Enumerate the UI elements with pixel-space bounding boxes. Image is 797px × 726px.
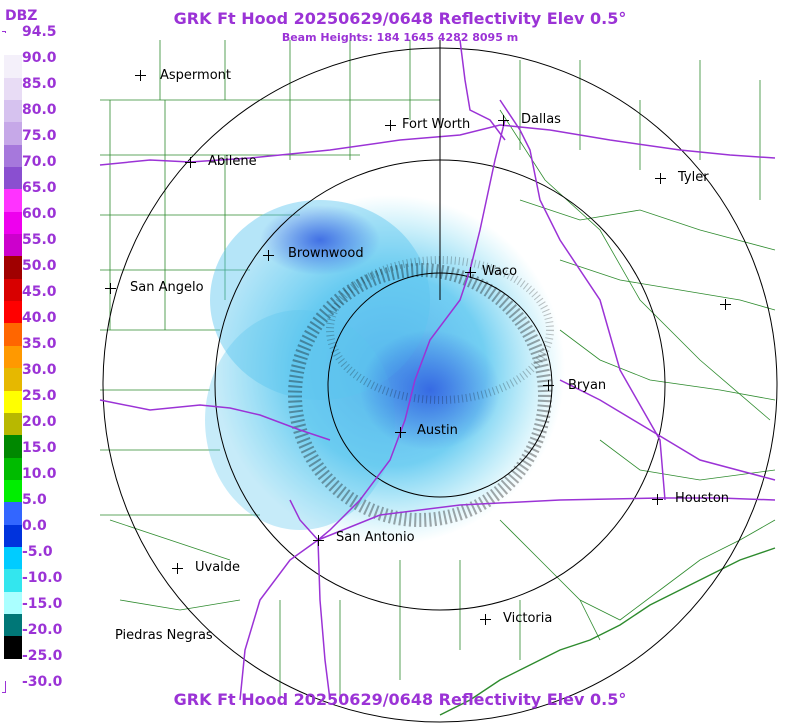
dbz-colorbar: DBZ 94.5 90.0 85.0 80.0 75.0 70.0 65.0 60.0 55.0… — [0, 0, 100, 726]
colorbar-swatch — [4, 636, 22, 660]
colorbar-tick-label: 70.0 — [22, 154, 57, 170]
highways — [99, 39, 776, 701]
city-marker — [720, 299, 731, 310]
colorbar-swatch — [4, 234, 22, 257]
colorbar-tick-label: 10.0 — [22, 466, 57, 482]
city-marker — [135, 70, 146, 81]
colorbar-tick-label: -30.0 — [22, 674, 63, 690]
colorbar-swatch — [4, 524, 22, 548]
city-marker — [395, 427, 406, 438]
colorbar-swatch — [4, 658, 22, 682]
city-label: Fort Worth — [402, 117, 471, 132]
colorbar-tick-label: 5.0 — [22, 492, 47, 508]
colorbar-swatch — [4, 122, 22, 146]
colorbar-swatch — [4, 77, 22, 101]
colorbar-swatch — [4, 412, 22, 436]
city-marker — [498, 115, 509, 126]
city-marker — [185, 157, 196, 168]
city-marker — [543, 380, 554, 391]
city-label: Abilene — [208, 154, 257, 169]
gulf-coastline — [439, 547, 776, 716]
colorbar-swatch — [4, 368, 22, 392]
colorbar-swatch — [4, 569, 22, 593]
colorbar-swatch — [4, 390, 22, 414]
city-label: Piedras Negras — [115, 628, 213, 643]
city-marker — [313, 535, 324, 546]
city-label: Houston — [675, 491, 730, 506]
colorbar-swatch — [4, 435, 22, 459]
city-marker — [385, 120, 396, 131]
colorbar-swatch — [4, 457, 22, 481]
colorbar-tick-label: 20.0 — [22, 414, 57, 430]
city-label: Austin — [417, 423, 458, 438]
city-label: Brownwood — [288, 246, 364, 261]
colorbar-tick-label: -25.0 — [22, 648, 63, 664]
colorbar-tick-label: -10.0 — [22, 570, 63, 586]
colorbar-tick-label: -15.0 — [22, 596, 63, 612]
city-label: Waco — [482, 264, 518, 279]
city-label: Dallas — [521, 112, 561, 127]
city-label: Victoria — [503, 611, 553, 626]
city-marker — [105, 283, 116, 294]
colorbar-tick-label: 50.0 — [22, 258, 57, 274]
city-marker — [263, 250, 274, 261]
colorbar-tick-label: 75.0 — [22, 128, 57, 144]
colorbar-tick-label: 25.0 — [22, 388, 57, 404]
city-label: San Angelo — [130, 280, 204, 295]
colorbar-swatch — [4, 502, 22, 526]
colorbar-swatch — [4, 167, 22, 190]
colorbar-tick-label: 94.5 — [22, 24, 57, 40]
colorbar-swatch — [4, 546, 22, 570]
city-label: Uvalde — [195, 560, 241, 575]
colorbar-swatch — [4, 591, 22, 615]
colorbar-swatch — [4, 189, 22, 213]
colorbar-tick-label: 15.0 — [22, 440, 57, 456]
city-label: San Antonio — [336, 530, 415, 545]
colorbar-swatch — [4, 613, 22, 637]
colorbar-swatch — [4, 55, 22, 79]
colorbar-tick-label: 80.0 — [22, 102, 57, 118]
colorbar-tick-label: 85.0 — [22, 76, 57, 92]
colorbar-swatch — [4, 301, 22, 324]
colorbar-swatch — [4, 345, 22, 369]
colorbar-tick-label: 0.0 — [22, 518, 47, 534]
colorbar-swatch — [4, 33, 22, 56]
colorbar-swatch — [4, 211, 22, 235]
city-marker — [465, 267, 476, 278]
reflectivity-echo — [205, 195, 565, 545]
dbz-unit-label: DBZ — [5, 8, 38, 24]
colorbar-swatch — [4, 144, 22, 168]
colorbar-tick-label: 65.0 — [22, 180, 57, 196]
city-marker — [652, 494, 663, 505]
colorbar-tick-label: 35.0 — [22, 336, 57, 352]
city-marker — [172, 563, 183, 574]
map-title: GRK Ft Hood 20250629/0648 Reflectivity E… — [173, 9, 627, 28]
map-footer-title: GRK Ft Hood 20250629/0648 Reflectivity E… — [173, 690, 627, 709]
colorbar-tick-label: 40.0 — [22, 310, 57, 326]
colorbar-swatch — [4, 323, 22, 347]
city-label: Bryan — [568, 378, 607, 393]
beam-heights-subtitle: Beam Heights: 184 1645 4282 8095 m — [281, 31, 519, 44]
colorbar-tick-label: 60.0 — [22, 206, 57, 222]
city-label: Tyler — [678, 170, 709, 185]
colorbar-tick-label: -20.0 — [22, 622, 63, 638]
colorbar-strip — [4, 33, 22, 682]
colorbar-tick-label: 55.0 — [22, 232, 57, 248]
city-marker — [480, 614, 491, 625]
colorbar-swatch — [4, 479, 22, 503]
colorbar-swatch — [4, 256, 22, 280]
colorbar-swatch — [4, 278, 22, 302]
colorbar-tick-label: 90.0 — [22, 50, 57, 66]
colorbar-tick-label: -5.0 — [22, 544, 53, 560]
colorbar-swatch — [4, 100, 22, 123]
colorbar-tick-label: 30.0 — [22, 362, 57, 378]
colorbar-tick-label: 45.0 — [22, 284, 57, 300]
city-label: Aspermont — [160, 68, 231, 83]
city-marker — [655, 173, 666, 184]
county-boundaries — [100, 40, 776, 700]
